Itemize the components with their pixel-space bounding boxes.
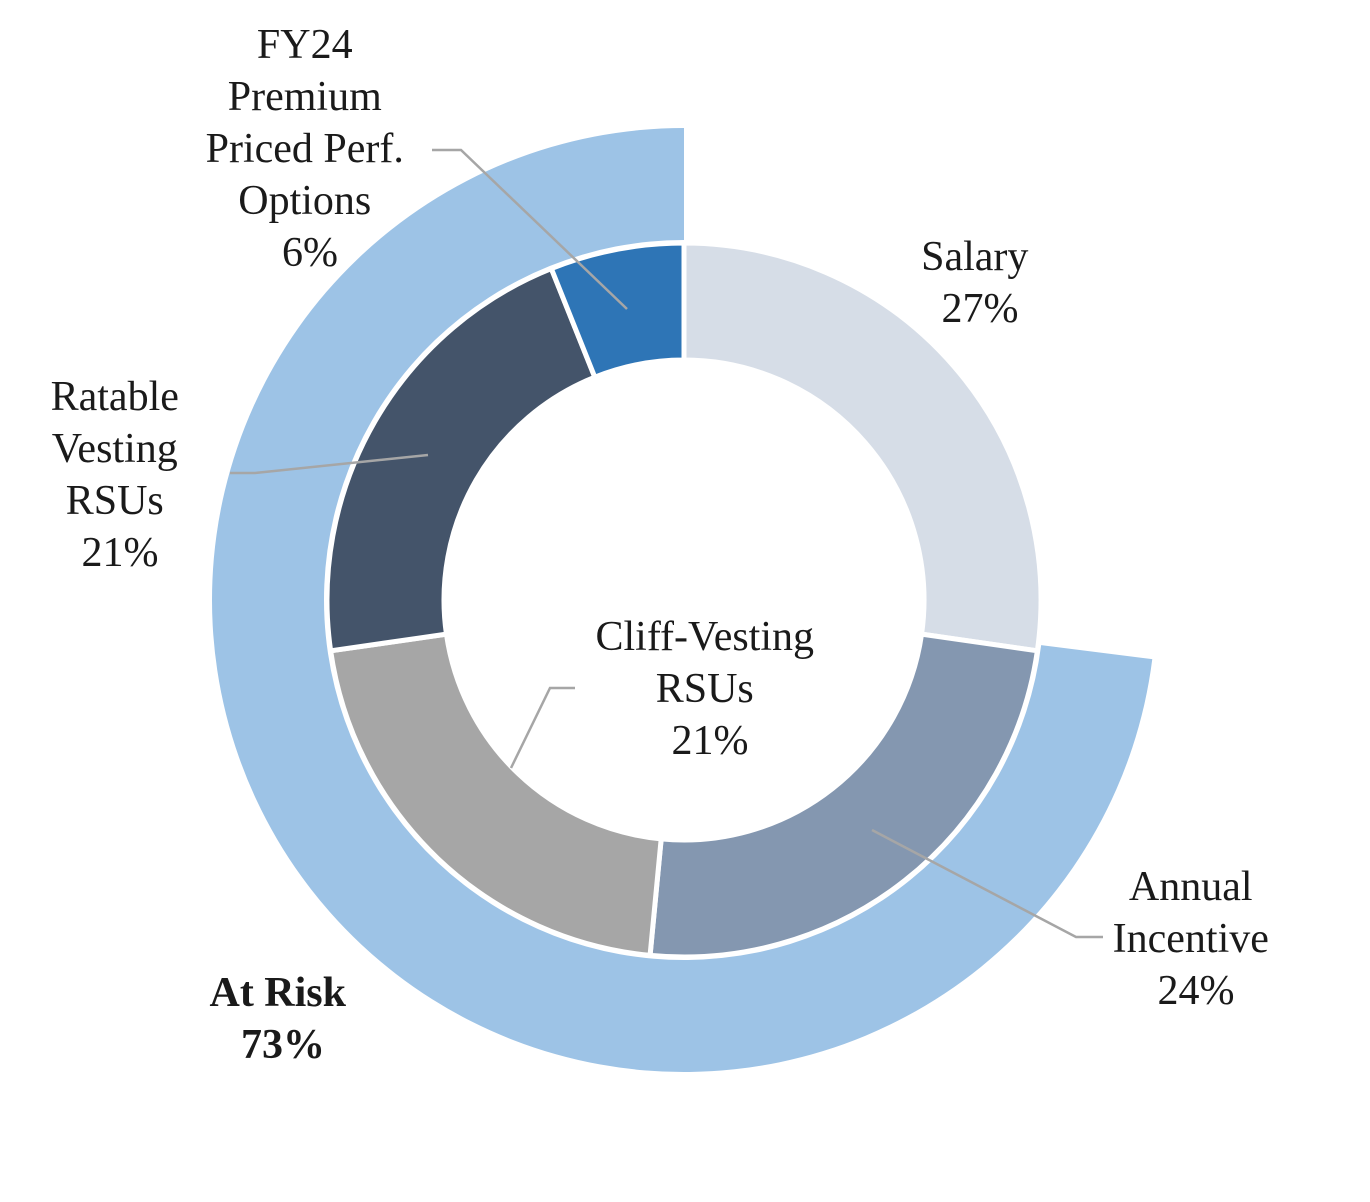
- inner-slice-salary: [681, 240, 1044, 654]
- leader-line-ratable-vesting-rsus: [230, 453, 429, 475]
- leader-line-cliff-vesting-rsus: [509, 686, 575, 769]
- inner-slice-fy24-options: [548, 240, 687, 380]
- chart-rings: [212, 128, 1153, 1072]
- inner-slice-annual-incentive: [647, 631, 1040, 960]
- leader-line-annual-incentive: [871, 828, 1103, 939]
- label-at-risk: At Risk 73%: [209, 970, 356, 1068]
- label-ratable-vesting-rsus: Ratable Vesting RSUs 21%: [51, 374, 190, 576]
- label-fy24-options: FY24 Premium Priced Perf. Options 6%: [206, 22, 415, 276]
- label-annual-incentive: Annual Incentive 24%: [1113, 864, 1280, 1014]
- inner-slice-cliff-vesting-rsus: [328, 631, 664, 958]
- leader-line-fy24-options: [432, 148, 628, 310]
- label-salary: Salary 27%: [921, 234, 1039, 332]
- leader-lines: [230, 148, 1103, 939]
- inner-slice-ratable-vesting-rsus: [324, 266, 598, 654]
- label-cliff-vesting-rsus: Cliff-Vesting RSUs 21%: [595, 614, 824, 764]
